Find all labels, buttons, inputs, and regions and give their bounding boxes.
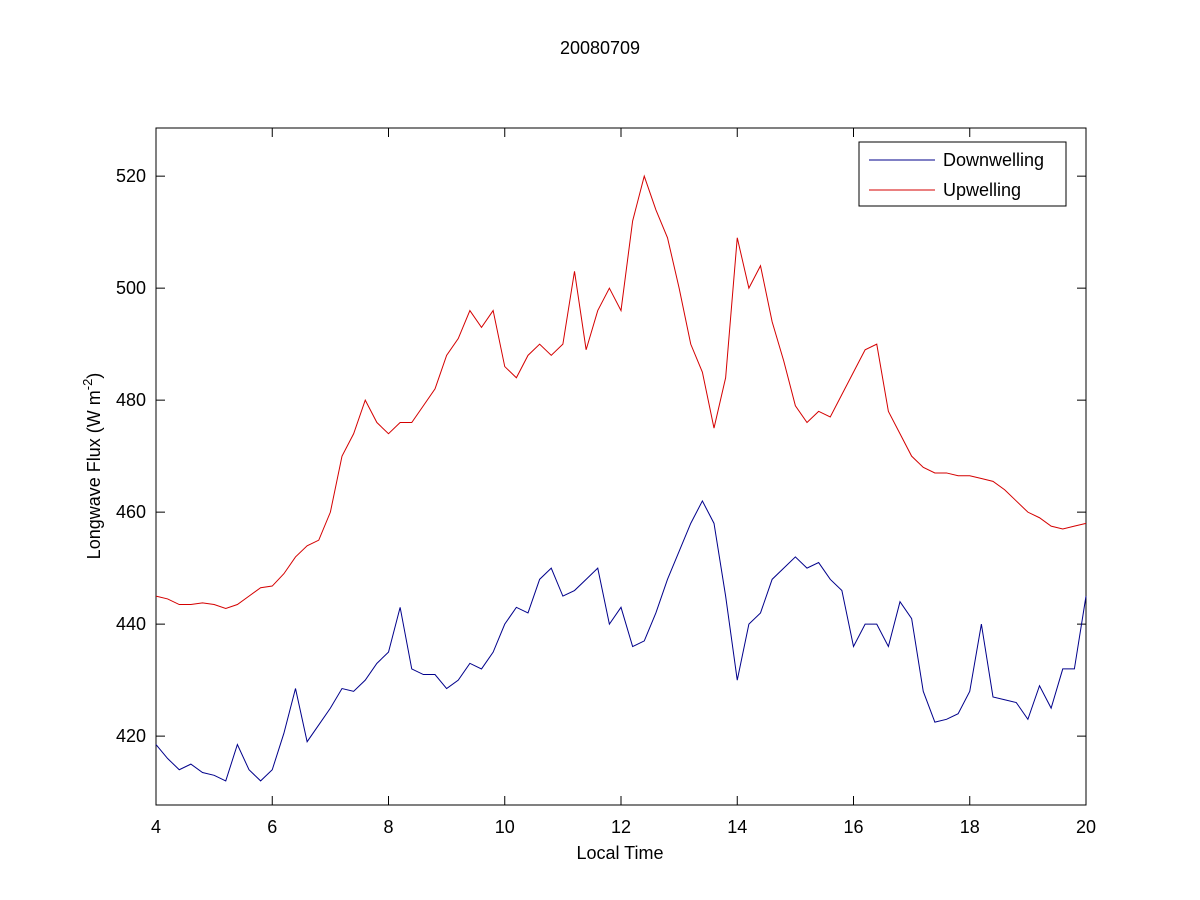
- x-tick-label: 18: [960, 817, 980, 837]
- y-axis-label-sup: -2: [80, 379, 95, 391]
- x-tick-label: 14: [727, 817, 747, 837]
- x-tick-label: 6: [267, 817, 277, 837]
- y-axis-label-end: ): [84, 373, 104, 379]
- x-tick-label: 8: [383, 817, 393, 837]
- y-axis-label: Longwave Flux (W m-2): [80, 373, 104, 560]
- chart-title: 20080709: [560, 38, 640, 58]
- x-tick-label: 10: [495, 817, 515, 837]
- legend-label: Downwelling: [943, 150, 1044, 170]
- series-line: [155, 499, 1087, 782]
- y-tick-label: 460: [116, 502, 146, 522]
- x-tick-label: 20: [1076, 817, 1096, 837]
- y-tick-label: 440: [116, 614, 146, 634]
- x-tick-label: 12: [611, 817, 631, 837]
- legend-box: [858, 141, 1067, 207]
- plot-area: [155, 127, 1087, 806]
- y-tick-label: 520: [116, 166, 146, 186]
- y-tick-label: 500: [116, 278, 146, 298]
- y-tick-label: 480: [116, 390, 146, 410]
- x-tick-label: 16: [843, 817, 863, 837]
- x-tick-label: 4: [151, 817, 161, 837]
- y-axis-label-main: Longwave Flux (W m: [84, 390, 104, 559]
- x-axis-label: Local Time: [576, 843, 663, 863]
- legend-label: Upwelling: [943, 180, 1021, 200]
- series-line: [155, 174, 1087, 609]
- y-tick-label: 420: [116, 726, 146, 746]
